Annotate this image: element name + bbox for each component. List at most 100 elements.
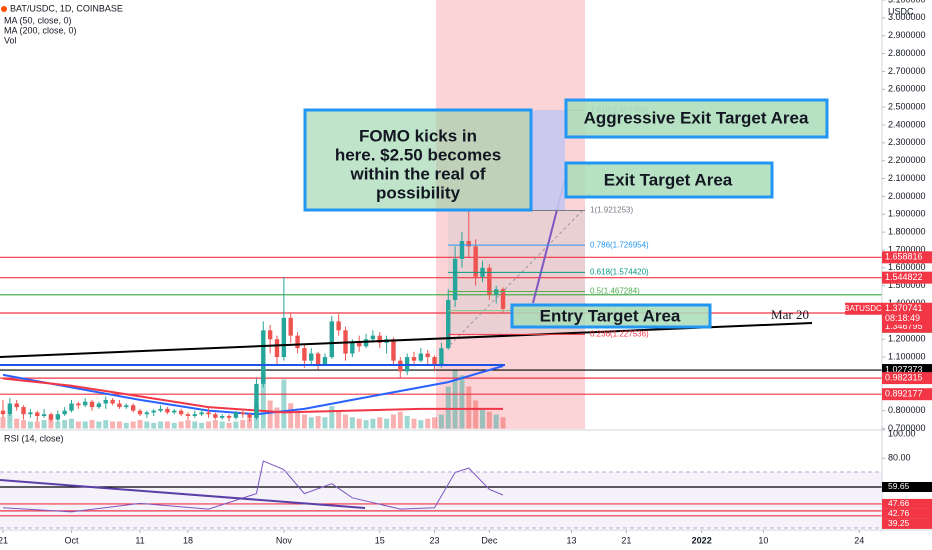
candle-body [89, 401, 95, 408]
volume-bar [315, 415, 321, 429]
y-tick-label: 2.500000 [888, 102, 926, 112]
candle-body [124, 405, 129, 408]
volume-bar [329, 406, 335, 429]
x-tick-label: Dec [481, 535, 498, 545]
y-tick-label: 1.900000 [888, 209, 926, 219]
volume-bar [336, 411, 342, 429]
volume-bar [75, 421, 81, 429]
volume-bar [445, 386, 451, 429]
volume-bar [226, 422, 232, 429]
volume-bar [171, 422, 177, 429]
rsi-level-label-bg [882, 518, 932, 529]
fib-label: 0.786(1.726954) [590, 240, 649, 249]
volume-bar [438, 414, 444, 429]
candle-body [199, 412, 204, 415]
price-line-label-bg [882, 251, 932, 264]
volume-bar [192, 421, 198, 429]
x-tick-label: 24 [854, 535, 864, 545]
exit-text: Exit Target Area [604, 170, 733, 189]
volume-bar [206, 421, 211, 429]
candle-body [377, 335, 382, 343]
candle-body [158, 408, 163, 411]
candle-body [206, 412, 211, 415]
volume-bar [151, 422, 157, 429]
last-price-bg [882, 302, 932, 325]
price-line-label: 1.027373 [885, 364, 923, 374]
volume-bar [295, 411, 301, 429]
volume-bar [349, 417, 355, 429]
last-price-countdown: 08:18:49 [885, 313, 920, 323]
volume-bar [158, 421, 164, 429]
volume-bar [41, 420, 47, 429]
drawings-layer: Mar 20 [0, 110, 813, 509]
y-tick-label: 2.700000 [888, 66, 926, 76]
exit-box [564, 161, 774, 199]
x-tick-label: 10 [758, 535, 768, 545]
rsi-band [0, 472, 882, 528]
volume-bar [199, 422, 205, 429]
volume-bar [493, 414, 499, 429]
volume-bar [212, 420, 218, 429]
y-tick-label: 2.000000 [888, 191, 926, 201]
y-tick-label: 2.300000 [888, 137, 926, 147]
price-line-label: 1.658816 [885, 252, 923, 262]
candle-body [192, 414, 197, 417]
fib-label: 0.618(1.574420) [590, 267, 649, 276]
trend-line-label: Mar 20 [771, 307, 809, 322]
rsi-level-label-bg [882, 508, 932, 519]
candle-body [137, 410, 143, 415]
fib-label: 0.236(1.227536) [590, 329, 649, 338]
candle-body [315, 353, 321, 365]
volume-bar [137, 420, 143, 429]
volume-bar [96, 421, 102, 429]
candle-body [288, 317, 293, 336]
candle-body [281, 317, 287, 358]
candle-body [62, 410, 67, 415]
time-zone-shade [436, 0, 585, 429]
volume-bar [144, 421, 150, 429]
fomo-text: here. $2.50 becomes [335, 145, 501, 164]
volume-bar [343, 414, 348, 429]
x-tick-label: 11 [135, 535, 144, 545]
y-tick-label: 2.100000 [888, 173, 926, 183]
last-price-symbol [845, 302, 882, 315]
rsi-level-label: 39.25 [888, 518, 910, 528]
candle-body [391, 339, 396, 361]
last-price-label: 1.370741 [885, 303, 923, 313]
volume-bar [82, 421, 88, 429]
candle-body [213, 414, 218, 418]
volume-bar [62, 420, 68, 429]
indicator-legend: RSI (14, close) [4, 433, 64, 443]
candle-body [55, 414, 60, 420]
candle-body [363, 339, 369, 347]
candle-body [452, 258, 458, 300]
price-line-label-bg [882, 271, 932, 284]
y-tick-label: 2.800000 [888, 48, 926, 58]
candle-body [220, 416, 225, 418]
volume-bar [397, 411, 403, 429]
y-tick-label: 1.100000 [888, 351, 926, 361]
volume-bar [301, 414, 307, 429]
volume-bar [219, 421, 225, 429]
y-tick-label: 2.200000 [888, 155, 926, 165]
candle-body [7, 403, 13, 415]
volume-bar [178, 421, 184, 429]
rsi-line [2, 460, 504, 513]
indicator-legend: Vol [4, 35, 17, 45]
x-tick-label: 23 [430, 535, 440, 545]
volume-bar [48, 418, 54, 429]
candle-body [172, 410, 177, 413]
candle-body [130, 405, 136, 411]
price-line-label: 0.982315 [885, 372, 923, 382]
candle-body [240, 412, 245, 415]
volume-bar [363, 420, 369, 429]
price-line-label-bg [882, 372, 932, 385]
chart-title: BAT/USDC, 1D, COINBASE [10, 3, 123, 13]
x-tick-label: 13 [567, 535, 577, 545]
y-tick-label: 1.700000 [888, 244, 926, 254]
rsi-level-label: 42.76 [888, 508, 910, 518]
